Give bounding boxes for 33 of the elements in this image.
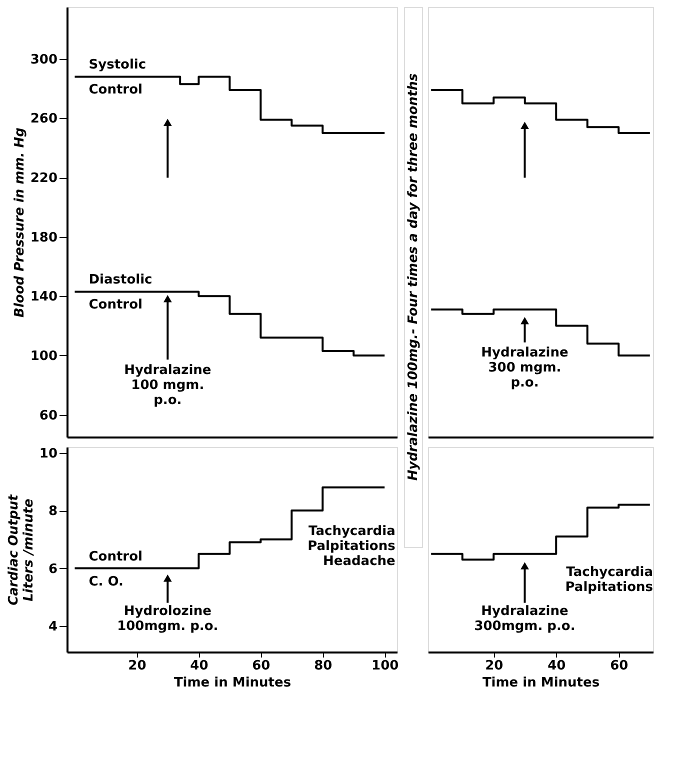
x-tick-label: 80: [314, 658, 332, 674]
x-tick-label: 40: [190, 658, 208, 674]
x-axis-title: Time in Minutes: [174, 676, 292, 690]
annotation: Tachycardia Palpitations Headache: [308, 524, 396, 569]
y-tick-label: 140: [30, 290, 58, 305]
annotation: Hydralazine 100 mgm. p.o.: [124, 362, 212, 408]
y-tick-label: 8: [48, 504, 58, 520]
y-tick-label: 10: [39, 446, 58, 462]
x-axis-title: Time in Minutes: [482, 676, 600, 690]
x-tick-label: 100: [372, 658, 399, 674]
x-tick-label: 60: [252, 658, 270, 674]
x-tick-label: 60: [610, 658, 628, 674]
legend-label: Control C. O.: [88, 549, 142, 590]
annotation: Hydralazine 300 mgm. p.o.: [481, 346, 569, 391]
x-tick-label: 20: [485, 658, 504, 674]
y-tick-label: 100: [30, 348, 58, 364]
series-label: Systolic Control: [88, 58, 146, 98]
y-tick-label: 4: [48, 620, 58, 635]
text: Hydralazine 100mg.- Four times a day for three months: [406, 73, 421, 481]
y-tick-label: 300: [30, 52, 58, 68]
x-tick-label: 40: [548, 658, 566, 674]
y-tick-label: 60: [39, 408, 58, 424]
y-tick-label: 180: [30, 230, 58, 246]
y-tick-label: 220: [30, 171, 58, 186]
y-tick-label: 6: [48, 562, 58, 577]
y-axis-title: Blood Pressure in mm. Hg: [12, 128, 28, 318]
annotation: Hydrolozine 100mgm. p.o.: [117, 604, 218, 634]
y-axis-title: Cardiac Output Liters /minute: [6, 494, 36, 606]
annotation: Hydralazine 300mgm. p.o.: [474, 604, 576, 634]
x-tick-label: 20: [128, 658, 146, 674]
y-tick-label: 260: [30, 112, 58, 127]
annotation: Tachycardia Palpitations: [565, 564, 654, 595]
legend-label: Diastolic Control: [88, 272, 152, 313]
